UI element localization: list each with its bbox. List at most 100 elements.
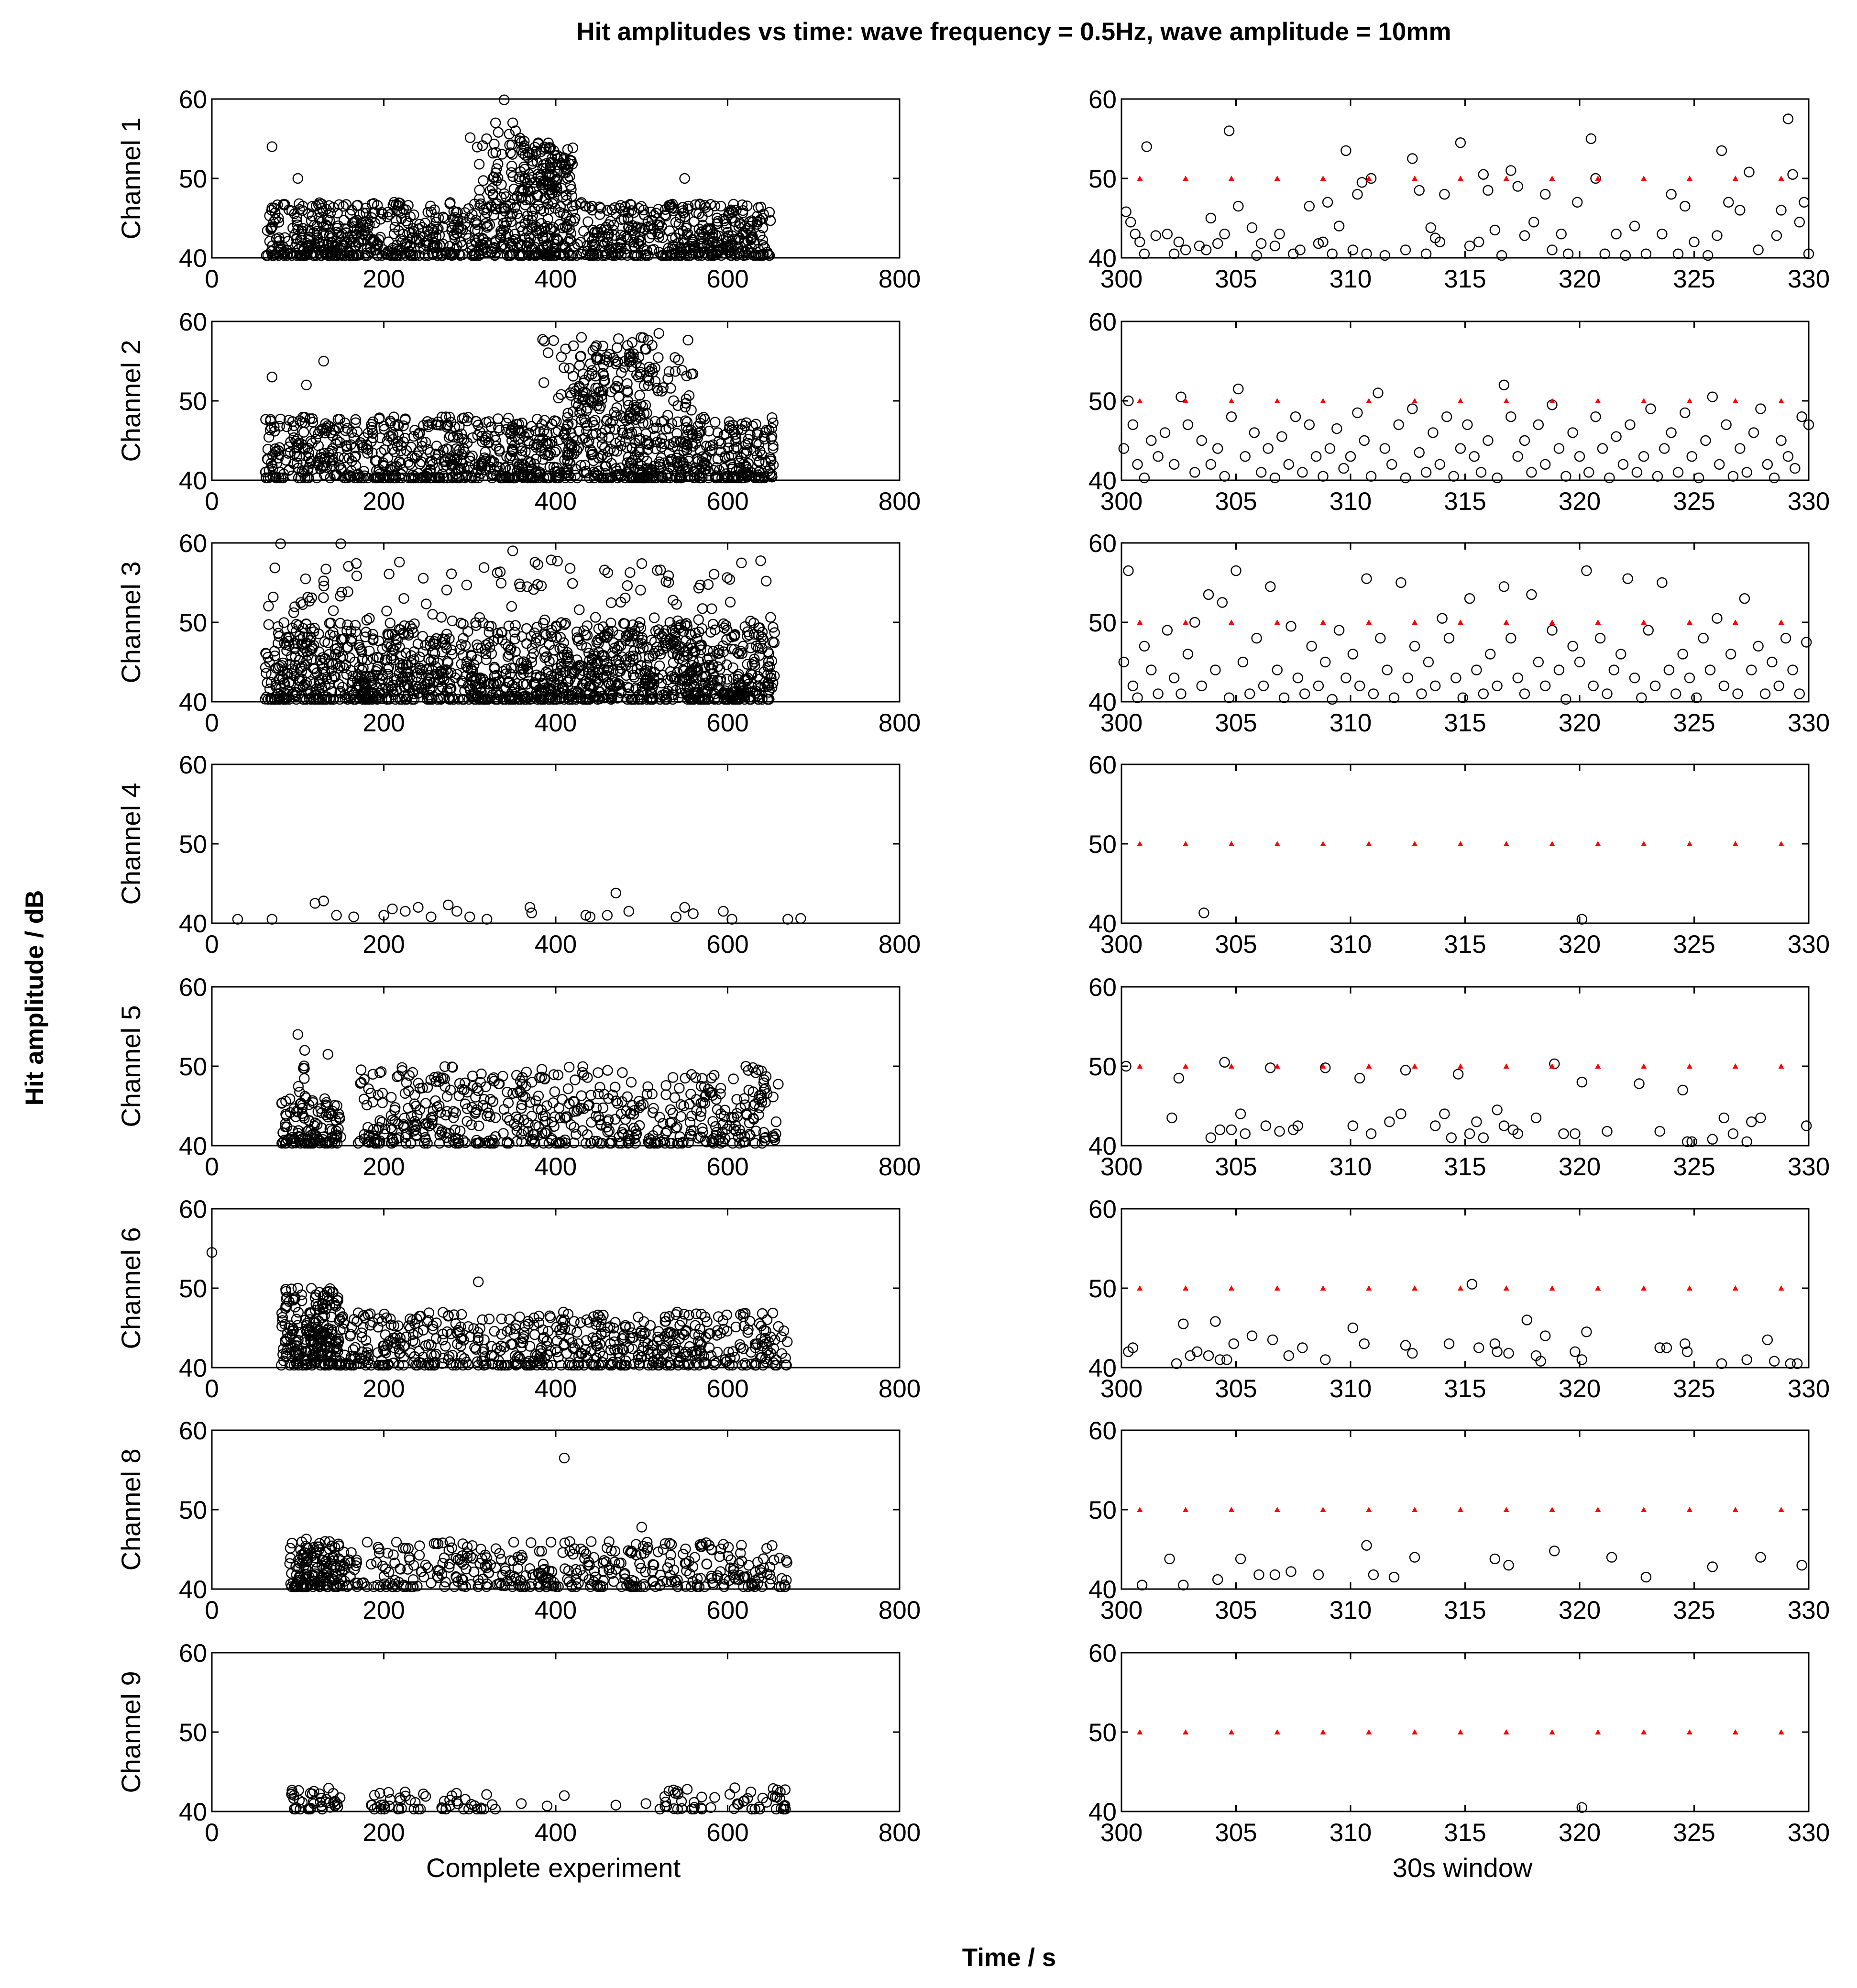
channel-1-hit-point [558, 167, 570, 178]
channel-3-window-points [1118, 565, 1812, 705]
channel-1-hit-point [731, 205, 742, 216]
channel-2-window-hit-point [1345, 451, 1356, 462]
channel-2-hit-point [559, 362, 570, 373]
channel-4-complete-plot-frame [211, 763, 901, 924]
channel-1-hit-point [389, 221, 400, 233]
channel-3-window-hit-point [1622, 573, 1633, 584]
channel-1-window-hit-point [1512, 181, 1523, 192]
channel-1-hit-point [703, 250, 714, 261]
channel-3-window-hit-point [1231, 565, 1242, 576]
channel-2-hit-point [576, 332, 587, 343]
channel-3-window-hit-point [1153, 688, 1164, 699]
channel-2-window-hit-point [1196, 435, 1207, 446]
channel-1-hit-point [493, 158, 504, 170]
channel-4-hit-point [623, 906, 635, 917]
channel-3-window-hit-point [1759, 688, 1771, 699]
channel-3-hit-point [532, 559, 543, 570]
channel-1-wave-marker [1503, 176, 1509, 181]
channel-2-hit-point [710, 417, 721, 428]
channel-2-hit-point [663, 366, 675, 377]
channel-3-window-hit-point [1643, 625, 1654, 636]
channel-2-hit-point [549, 446, 560, 458]
channel-4-window-x-tick-label: 315 [1444, 930, 1486, 959]
channel-5-hit-point [770, 1116, 782, 1127]
channel-2-window-hit-point [1297, 467, 1308, 478]
channel-2-hit-point [616, 367, 627, 378]
channel-1-hit-point [419, 250, 431, 261]
channel-2-window-hit-point [1240, 451, 1251, 462]
channel-3-hit-point [625, 567, 636, 578]
channel-1-hit-point [501, 231, 512, 242]
channel-3-window-hit-point [1123, 565, 1134, 576]
channel-3-hit-point [646, 635, 657, 646]
channel-5-hit-point [557, 1093, 568, 1105]
channel-1-hit-point [487, 183, 498, 194]
channel-1-hit-point [544, 142, 555, 153]
channel-4-wave-marker [1137, 841, 1143, 846]
channel-5-hit-point [674, 1082, 685, 1094]
channel-1-hit-point [419, 218, 431, 229]
channel-1-hit-point [335, 231, 346, 242]
channel-2-window-hit-point [1168, 459, 1180, 470]
channel-3-complete-x-tick-label: 800 [879, 709, 921, 737]
channel-1-window-plot-frame [1121, 98, 1810, 259]
channel-1-hit-point [765, 215, 776, 226]
channel-4-window-x-tick-label: 320 [1559, 930, 1601, 959]
channel-5-complete-points [276, 1029, 784, 1149]
channel-1-hit-point [278, 250, 289, 261]
channel-1-window-hit-point [1425, 222, 1436, 233]
channel-3-window-hit-point [1594, 632, 1606, 644]
channel-3-complete-x-tick-label: 400 [535, 709, 577, 737]
channel-4-wave-marker [1732, 841, 1738, 846]
channel-1-hit-point [458, 213, 469, 224]
channel-2-complete-points [260, 328, 779, 484]
channel-1-complete-x-tick-label: 0 [205, 265, 219, 293]
channel-3-complete-y-tick-label: 40 [179, 688, 207, 717]
channel-3-window-hit-point [1203, 589, 1214, 600]
channel-2-window-hit-point [1686, 451, 1697, 462]
channel-2-window-hit-point [1659, 443, 1670, 454]
channel-3-hit-point [269, 562, 280, 574]
channel-5-hit-point [602, 1065, 613, 1076]
channel-1-window-hit-point [1657, 229, 1668, 240]
channel-3-window-hit-point [1677, 649, 1688, 660]
channel-3-window-hit-point [1657, 577, 1668, 588]
channel-2-window-hit-point [1769, 472, 1780, 484]
channel-1-hit-point [725, 250, 737, 261]
channel-1-hit-point [327, 239, 338, 251]
channel-1-hit-point [519, 172, 530, 183]
channel-4-complete-x-tick-label: 800 [879, 930, 921, 959]
channel-4-hit-point [610, 887, 622, 899]
channel-1-hit-point [317, 229, 328, 240]
figure-y-label: Hit amplitude / dB [21, 890, 49, 1106]
channel-1-window-hit-point [1379, 250, 1391, 261]
channel-1-hit-point [297, 200, 308, 212]
channel-4-wave-marker [1595, 841, 1601, 846]
channel-1-hit-point [543, 169, 554, 180]
channel-3-window-hit-point [1416, 688, 1427, 699]
channel-2-window-hit-point [1338, 463, 1349, 474]
channel-5-hit-point [562, 1083, 574, 1094]
channel-2-hit-point [538, 377, 549, 388]
channel-1-hit-point [473, 159, 485, 170]
channel-3-window-hit-point [1753, 641, 1764, 652]
channel-3-hit-point [635, 585, 646, 596]
channel-2-complete-x-tick-label: 600 [706, 487, 748, 516]
channel-2-window-hit-point [1182, 419, 1194, 430]
channel-1-hit-point [575, 198, 586, 210]
channel-3-window-hit-point [1547, 625, 1558, 636]
channel-1-hit-point [518, 143, 529, 154]
channel-1-window-hit-point [1205, 212, 1217, 224]
channel-3-hit-point [441, 585, 452, 596]
channel-4-complete-x-tick-label: 200 [363, 930, 405, 959]
channel-4-wave-marker [1412, 841, 1418, 846]
channel-2-window-hit-point [1574, 451, 1585, 462]
channel-3-hit-point [538, 646, 550, 657]
channel-1-window-hit-point [1483, 185, 1494, 196]
channel-2-window-hit-point [1776, 435, 1787, 446]
channel-1-hit-point [391, 243, 402, 254]
channel-1-hit-point [679, 173, 690, 184]
channel-1-wave-marker [1686, 176, 1692, 181]
channel-1-hit-point [366, 199, 378, 210]
